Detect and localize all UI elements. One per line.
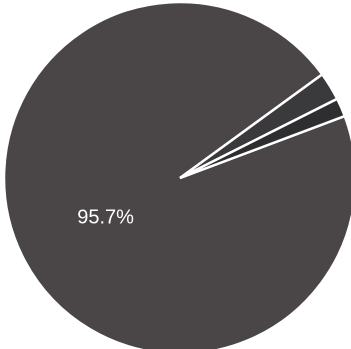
pie-slice-label-1: 95.7%	[77, 206, 134, 228]
pie-labels: 95.7%	[77, 206, 134, 228]
pie-slice-3	[179, 97, 347, 180]
